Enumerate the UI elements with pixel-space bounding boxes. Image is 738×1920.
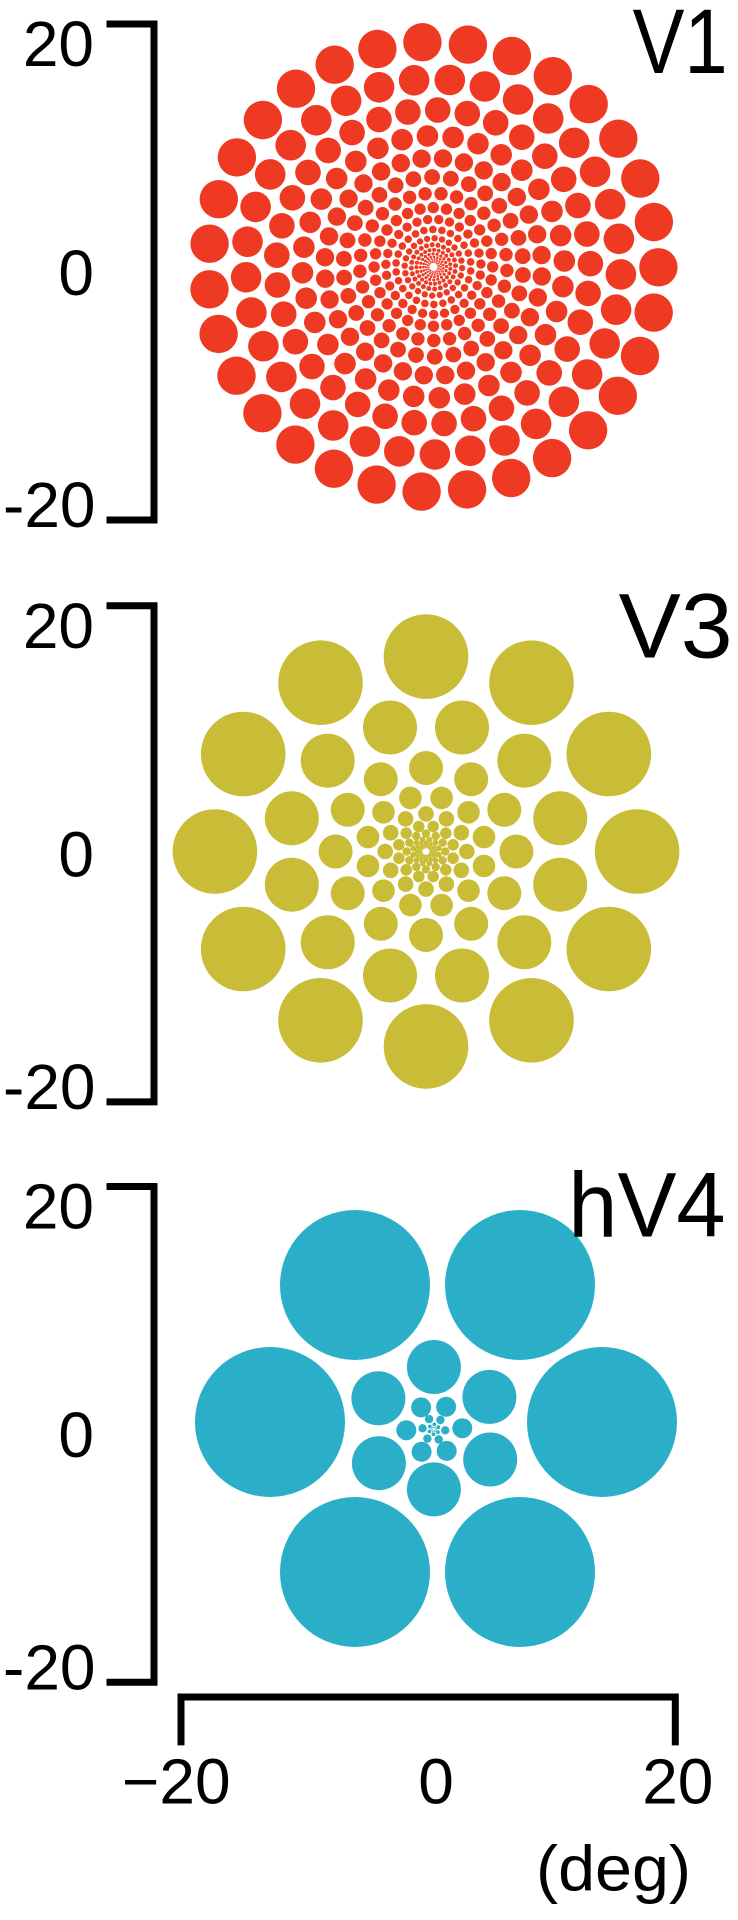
svg-text:V1: V1 <box>633 0 728 93</box>
svg-text:V3: V3 <box>619 575 733 677</box>
svg-text:(deg): (deg) <box>536 1833 691 1905</box>
svg-text:20: 20 <box>23 8 94 80</box>
svg-text:20: 20 <box>23 1171 94 1243</box>
svg-text:0: 0 <box>58 819 94 891</box>
svg-text:-20: -20 <box>3 1631 96 1703</box>
svg-text:0: 0 <box>58 1399 94 1471</box>
svg-text:0: 0 <box>58 237 94 309</box>
svg-text:0: 0 <box>418 1745 454 1817</box>
svg-text:hV4: hV4 <box>568 1155 725 1257</box>
svg-text:−20: −20 <box>122 1745 231 1817</box>
svg-text:-20: -20 <box>3 469 96 541</box>
svg-text:20: 20 <box>23 590 94 662</box>
svg-text:-20: -20 <box>3 1051 96 1123</box>
svg-text:20: 20 <box>642 1745 713 1817</box>
